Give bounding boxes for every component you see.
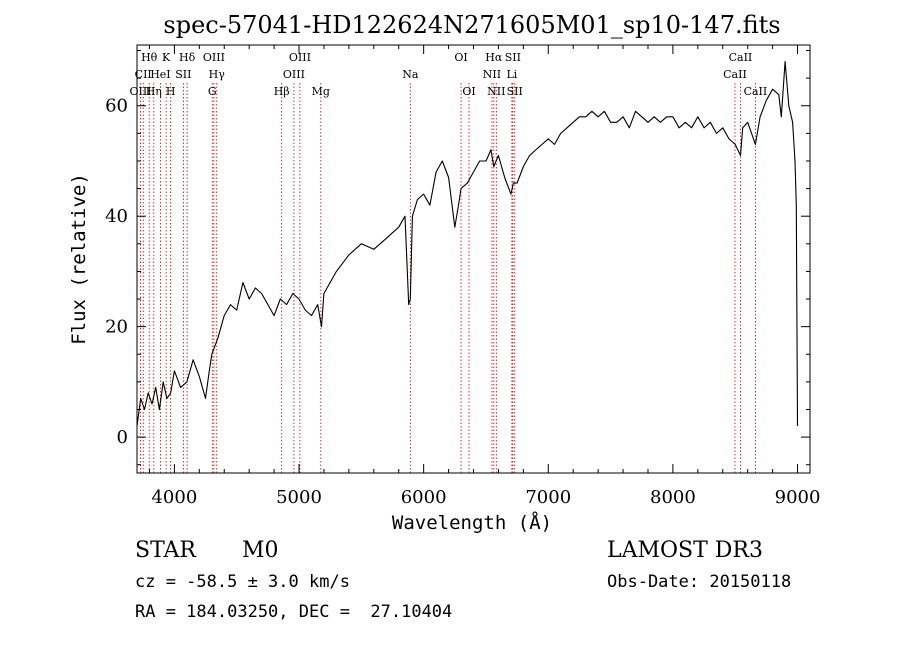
x-axis-label: Wavelength (Å): [392, 511, 552, 534]
x-tick-label-1: 5000: [276, 487, 322, 508]
line-label-27: CaII: [744, 85, 768, 98]
line-label-24: SII: [507, 85, 523, 98]
object-class: STAR: [135, 538, 196, 563]
line-label-26: CaII: [723, 68, 747, 81]
y-axis-label: Flux (relative): [68, 173, 90, 345]
spectral-line-markers: [140, 83, 756, 473]
line-label-23: Li: [506, 68, 517, 81]
line-label-18: OI: [462, 85, 475, 98]
line-label-4: HeI: [150, 68, 170, 81]
object-subclass: M0: [242, 538, 279, 563]
line-label-2: OIII: [129, 85, 151, 98]
line-label-17: OI: [454, 51, 467, 64]
x-tick-label-3: 7000: [525, 487, 571, 508]
line-label-6: H: [166, 85, 176, 98]
redshift-cz: cz = -58.5 ± 3.0 km/s: [135, 572, 350, 592]
survey-name: LAMOST DR3: [607, 538, 763, 563]
line-label-9: OIII: [203, 51, 225, 64]
y-axis: 0 20 40 60: [105, 50, 810, 466]
y-tick-label-2: 40: [105, 206, 128, 227]
line-label-8: Hδ: [179, 51, 196, 64]
line-label-12: Hβ: [274, 85, 290, 98]
line-label-25: CaII: [729, 51, 753, 64]
line-label-0: Hθ: [141, 51, 158, 64]
observation-date: Obs-Date: 20150118: [607, 572, 792, 592]
plot-frame: [136, 44, 811, 474]
line-label-11: G: [208, 85, 217, 98]
x-tick-label-4: 8000: [650, 487, 696, 508]
x-tick-label-2: 6000: [401, 487, 447, 508]
y-tick-label-3: 60: [105, 96, 128, 117]
x-axis: 4000 5000 6000 7000 8000 9000: [148, 45, 821, 508]
line-label-20: NII: [483, 68, 501, 81]
coordinates: RA = 184.03250, DEC = 27.10404: [135, 602, 453, 622]
x-tick-label-0: 4000: [151, 487, 197, 508]
spectrum-line: [136, 61, 799, 427]
line-label-7: SII: [175, 68, 191, 81]
x-tick-label-5: 9000: [775, 487, 821, 508]
line-label-19: Hα: [485, 51, 503, 64]
line-label-21: NII: [487, 85, 505, 98]
y-tick-label-0: 0: [117, 427, 128, 448]
line-label-10: Hγ: [209, 68, 226, 81]
y-tick-label-1: 20: [105, 317, 128, 338]
line-label-15: Mg: [312, 85, 330, 98]
line-label-13: OIII: [283, 68, 305, 81]
chart-title: spec-57041-HD122624N271605M01_sp10-147.f…: [163, 11, 780, 39]
line-label-22: SII: [505, 51, 521, 64]
line-label-3: Hη: [146, 85, 162, 98]
line-label-16: Na: [402, 68, 419, 81]
line-label-5: K: [162, 51, 171, 64]
line-label-14: OIII: [289, 51, 311, 64]
